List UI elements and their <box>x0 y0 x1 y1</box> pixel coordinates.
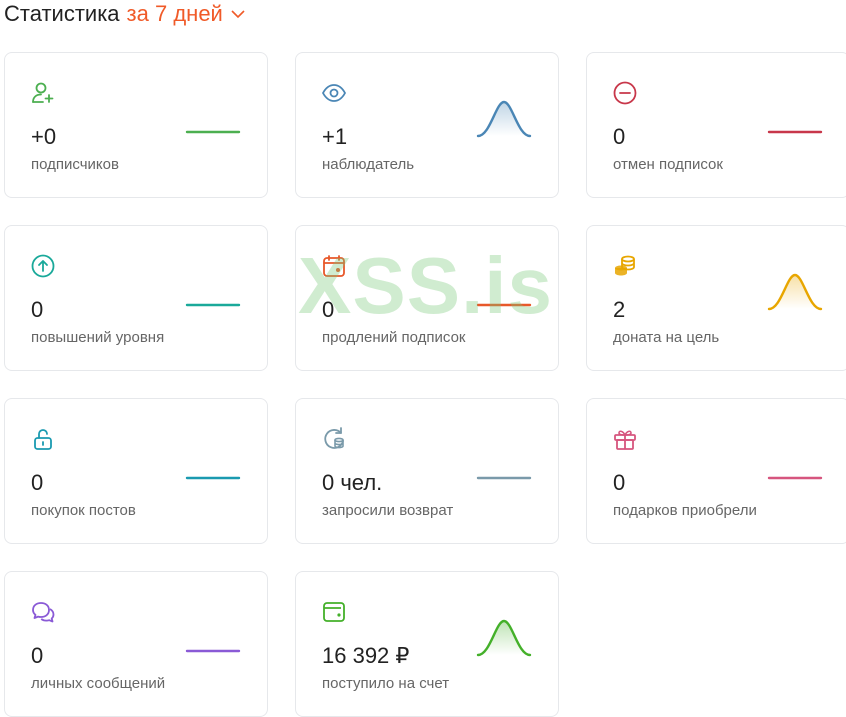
wallet-icon <box>323 602 345 622</box>
stat-value: 2 <box>613 297 626 322</box>
sparkline <box>185 130 241 134</box>
stat-label: наблюдатель <box>322 156 415 173</box>
eye-icon <box>321 84 347 102</box>
sparkline <box>476 619 532 657</box>
stat-value: 0 <box>31 470 44 495</box>
stat-card: 2 доната на цель <box>586 225 846 371</box>
sparkline <box>767 476 823 480</box>
stat-card: 16 392 ₽ поступило на счет <box>295 571 559 717</box>
stat-card: 0 покупок постов <box>4 398 268 544</box>
minus-circle-icon <box>613 81 637 105</box>
stat-card: +1 наблюдатель <box>295 52 559 198</box>
stat-label: подарков приобрели <box>613 502 757 519</box>
calendar-icon <box>323 255 345 277</box>
sparkline <box>185 303 241 307</box>
user-plus-icon <box>32 82 54 103</box>
stat-card: 0 продлений подписок <box>295 225 559 371</box>
chevron-down-icon <box>231 10 245 19</box>
page-title: Статистика <box>4 1 120 26</box>
sparkline <box>767 130 823 134</box>
sparkline <box>476 100 532 138</box>
sparkline <box>767 273 823 311</box>
sparkline <box>476 303 532 307</box>
stat-label: личных сообщений <box>31 675 166 692</box>
stat-card: 0 отмен подписок <box>586 52 846 198</box>
stat-label: покупок постов <box>31 502 136 519</box>
stat-label: продлений подписок <box>322 329 466 346</box>
stat-card: 0 личных сообщений <box>4 571 268 717</box>
stat-label: запросили возврат <box>322 502 454 519</box>
stat-card: 0 чел. запросили возврат <box>295 398 559 544</box>
stat-value: 0 <box>613 124 626 149</box>
stat-value: 0 <box>613 470 626 495</box>
gift-icon <box>614 430 636 450</box>
stat-card: 0 подарков приобрели <box>586 398 846 544</box>
stat-value: 0 <box>31 297 44 322</box>
period-label: за 7 дней <box>126 1 223 26</box>
stat-value: 0 <box>322 297 335 322</box>
refund-icon <box>324 427 344 449</box>
stats-header: Статистика за 7 дней <box>4 0 245 28</box>
sparkline <box>476 476 532 480</box>
stat-label: подписчиков <box>31 156 119 173</box>
stat-label: повышений уровня <box>31 329 165 346</box>
lock-open-icon <box>34 429 52 450</box>
stat-label: отмен подписок <box>613 156 723 173</box>
stat-value: 16 392 ₽ <box>322 643 410 668</box>
coins-icon <box>615 255 635 276</box>
sparkline <box>185 649 241 653</box>
stat-value: +1 <box>322 124 348 149</box>
stat-card: 0 повышений уровня <box>4 225 268 371</box>
stat-card: +0 подписчиков <box>4 52 268 198</box>
stat-label: доната на цель <box>613 329 720 346</box>
arrow-up-circle-icon <box>31 254 55 278</box>
chat-icon <box>32 602 55 623</box>
stat-value: 0 <box>31 643 44 668</box>
period-dropdown[interactable]: за 7 дней <box>127 1 245 27</box>
stat-value: 0 чел. <box>322 470 383 495</box>
stat-label: поступило на счет <box>322 675 450 692</box>
stat-value: +0 <box>31 124 57 149</box>
sparkline <box>185 476 241 480</box>
